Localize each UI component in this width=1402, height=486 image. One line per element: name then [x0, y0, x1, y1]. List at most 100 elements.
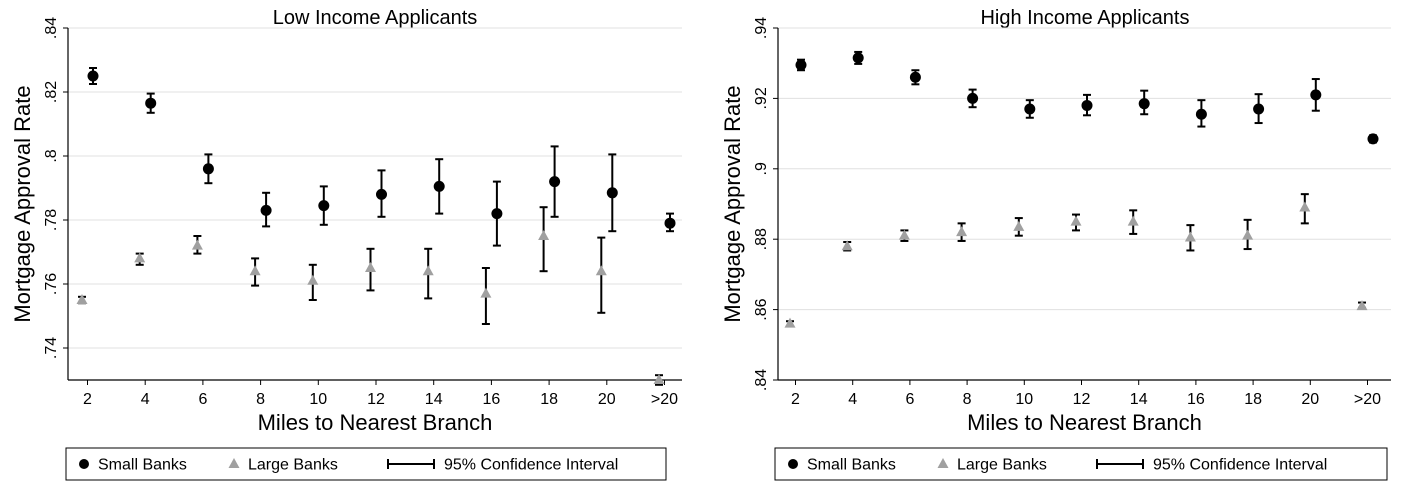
chart-title: High Income Applicants [980, 7, 1189, 29]
point-small-banks [202, 163, 214, 175]
x-tick-label: 10 [309, 391, 327, 408]
y-tick-label: .94 [753, 17, 770, 39]
point-large-banks [191, 239, 203, 250]
x-tick-label: 8 [256, 391, 265, 408]
point-small-banks [491, 208, 503, 220]
legend-interval-icon [387, 459, 435, 469]
y-tick-label: .88 [753, 228, 770, 250]
point-small-banks [1195, 108, 1207, 120]
x-tick-label: 2 [791, 391, 800, 408]
legend-box [65, 447, 667, 481]
point-large-banks [249, 265, 261, 276]
series-large-banks [784, 193, 1368, 328]
point-large-banks [1013, 220, 1025, 231]
y-tick-label: .8 [43, 149, 60, 162]
x-tick-label: 16 [1187, 391, 1205, 408]
panel-2: High Income Applicants .84 .86 .88 .9 .92 .94 2… [720, 7, 1391, 481]
panel-1: Low Income Applicants .74 .76 .78 .8 .82 .84 2 4… [10, 7, 682, 481]
legend-circle-icon [788, 459, 798, 469]
legend-label-small-banks: Small Banks [98, 457, 187, 474]
chart-title: Low Income Applicants [273, 7, 478, 29]
y-tick-label: .9 [753, 162, 770, 175]
x-tick-label: 10 [1015, 391, 1033, 408]
legend-triangle-icon [228, 458, 240, 468]
y-axis-label: Mortgage Approval Rate [720, 85, 745, 322]
point-large-banks [422, 265, 434, 276]
point-small-banks [1024, 103, 1036, 115]
point-small-banks [1253, 103, 1265, 115]
point-small-banks [795, 59, 807, 71]
point-large-banks [841, 240, 853, 251]
legend-triangle-icon [937, 458, 949, 468]
x-tick-label: 4 [141, 391, 150, 408]
point-small-banks [549, 176, 561, 188]
y-tick-label: .82 [43, 81, 60, 103]
x-tick-label: 12 [367, 391, 385, 408]
point-small-banks [852, 52, 864, 64]
y-tick-label: .86 [753, 298, 770, 320]
point-large-banks [784, 317, 796, 328]
x-tick-label: 18 [540, 391, 558, 408]
point-large-banks [956, 226, 968, 237]
y-tick-label: .78 [43, 209, 60, 231]
point-small-banks [606, 187, 618, 199]
point-small-banks [433, 180, 445, 192]
point-large-banks [653, 374, 665, 384]
x-tick-label: 8 [963, 391, 972, 408]
point-large-banks [1070, 215, 1082, 226]
y-tick-label: .76 [43, 273, 60, 295]
point-small-banks [260, 204, 272, 216]
point-large-banks [595, 265, 607, 276]
point-large-banks [76, 294, 88, 304]
y-tick-label: .74 [43, 337, 60, 359]
point-small-banks [376, 188, 387, 200]
legend-label-large-banks: Large Banks [957, 457, 1047, 474]
point-large-banks [898, 229, 910, 240]
point-small-banks [967, 92, 979, 104]
point-large-banks [307, 274, 319, 285]
point-large-banks [1184, 231, 1196, 242]
point-small-banks [145, 97, 157, 109]
legend-box [774, 447, 1388, 481]
point-large-banks [365, 262, 376, 272]
x-tick-label: 12 [1073, 391, 1091, 408]
legend-label-large-banks: Large Banks [248, 457, 338, 474]
x-axis-label: Miles to Nearest Branch [967, 410, 1202, 435]
y-axis-label: Mortgage Approval Rate [10, 85, 35, 322]
x-tick-label: 20 [598, 391, 616, 408]
x-tick-label: 4 [848, 391, 857, 408]
point-small-banks [318, 200, 330, 212]
legend: Small Banks Large Banks 95% Confidence Int… [65, 447, 667, 481]
x-tick-label: 6 [905, 391, 914, 408]
x-tick-label: >20 [651, 391, 678, 408]
point-small-banks [909, 71, 921, 83]
point-large-banks [1242, 229, 1254, 240]
y-tick-label: .84 [753, 369, 770, 391]
point-small-banks [1367, 133, 1379, 145]
legend-label-confidence-interval: 95% Confidence Interval [1153, 457, 1327, 474]
x-tick-label: 14 [1130, 391, 1148, 408]
point-large-banks [480, 287, 492, 298]
legend-label-confidence-interval: 95% Confidence Interval [444, 457, 618, 474]
x-tick-label: 18 [1244, 391, 1262, 408]
legend-interval-icon [1096, 459, 1144, 469]
x-tick-label: 20 [1301, 391, 1319, 408]
point-large-banks [538, 230, 550, 240]
series-large-banks [76, 206, 665, 386]
point-small-banks [1081, 99, 1093, 111]
point-large-banks [1127, 215, 1139, 226]
series-small-banks [795, 50, 1379, 145]
point-small-banks [1138, 98, 1150, 110]
x-tick-label: 16 [483, 391, 501, 408]
point-large-banks [1356, 300, 1368, 311]
y-tick-label: .92 [753, 87, 770, 109]
point-large-banks [134, 252, 146, 263]
point-small-banks [664, 217, 676, 229]
point-small-banks [1310, 89, 1322, 101]
x-axis-label: Miles to Nearest Branch [258, 410, 493, 435]
x-tick-label: >20 [1354, 391, 1381, 408]
legend-circle-icon [79, 459, 89, 469]
legend-label-small-banks: Small Banks [807, 457, 896, 474]
